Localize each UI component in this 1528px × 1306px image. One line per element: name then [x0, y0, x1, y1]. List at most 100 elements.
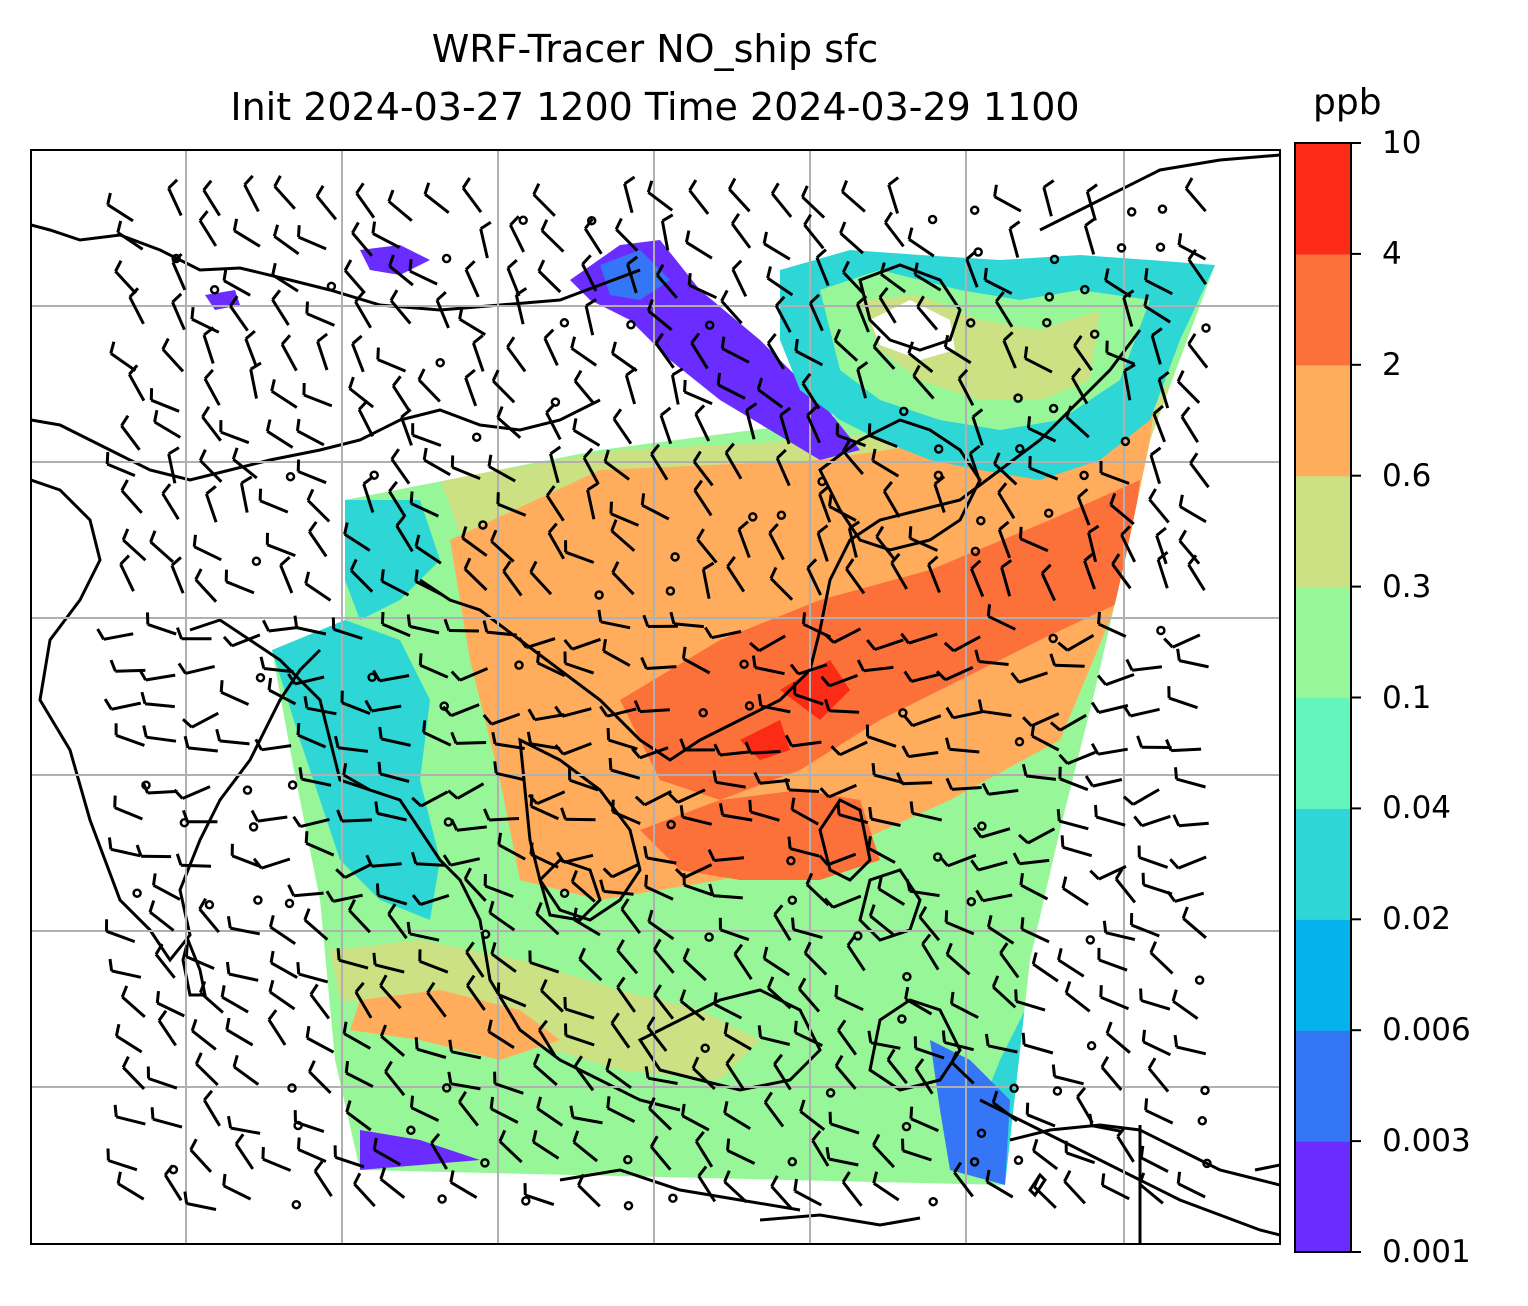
wind-barb	[965, 250, 979, 288]
wind-barb	[640, 493, 670, 521]
wind-barb	[1070, 367, 1089, 405]
wind-barb	[305, 301, 335, 327]
calm-circle	[284, 898, 295, 909]
wind-barb	[793, 1020, 823, 1047]
calm-circle	[478, 520, 488, 530]
wind-barb	[762, 231, 791, 261]
map-title: WRF-Tracer NO_ship sfc	[431, 27, 879, 71]
wind-barb	[170, 556, 185, 594]
wind-barb	[163, 1164, 183, 1202]
wind-barb	[1022, 712, 1060, 728]
wind-barb	[554, 742, 592, 756]
wind-barb	[465, 941, 485, 978]
wind-barb	[646, 298, 673, 331]
wind-barb	[907, 341, 934, 373]
wind-barb	[418, 653, 449, 679]
wind-barb	[198, 449, 223, 483]
wind-barb	[409, 1095, 440, 1122]
wind-barb	[219, 420, 250, 445]
wind-barb	[1097, 611, 1127, 638]
wind-barb	[974, 649, 1009, 666]
wind-barb	[983, 267, 1013, 295]
wind-barb	[120, 479, 143, 514]
colorbar-segment	[1295, 808, 1351, 920]
wind-barb	[1180, 406, 1199, 443]
wind-barb	[855, 294, 870, 333]
wind-barb	[372, 952, 405, 974]
wind-barb	[293, 1110, 325, 1134]
wind-barb	[693, 479, 713, 517]
wind-barb	[1120, 525, 1137, 563]
wind-barb	[720, 336, 750, 364]
wind-barb	[779, 406, 792, 445]
wind-barb	[1149, 941, 1174, 975]
wind-barb	[161, 337, 185, 373]
wind-barb	[646, 1016, 668, 1052]
calm-circle	[1194, 975, 1205, 985]
wind-barb	[794, 338, 824, 367]
wind-barb	[586, 482, 599, 520]
wind-barb	[1141, 872, 1173, 896]
field-east-sea	[930, 1040, 1010, 1185]
calm-circle	[902, 971, 912, 982]
wind-barb	[171, 292, 186, 331]
wind-barb	[527, 708, 565, 722]
wind-barb	[1169, 855, 1207, 870]
wind-barb	[224, 569, 255, 595]
wind-barb	[867, 1030, 901, 1050]
wind-barb	[644, 1066, 678, 1085]
wind-barb	[483, 808, 520, 822]
wind-barb	[146, 612, 177, 636]
colorbar-tick-label: 0.006	[1382, 1012, 1471, 1049]
calm-circle	[776, 510, 787, 521]
wind-barb	[921, 933, 940, 971]
wind-barb	[1018, 827, 1056, 845]
wind-barb	[1184, 177, 1207, 213]
wind-barb	[1111, 553, 1132, 590]
wind-barb	[229, 295, 249, 332]
wind-barb	[805, 872, 830, 907]
wind-barb	[789, 663, 828, 676]
wind-barb	[991, 975, 1017, 1009]
wind-barb	[121, 528, 147, 562]
wind-barb	[847, 520, 861, 558]
calm-circle	[521, 1196, 531, 1206]
wind-barb	[1167, 686, 1198, 710]
calm-circle	[899, 406, 909, 417]
wind-barb	[643, 845, 677, 865]
calm-circle	[744, 701, 755, 711]
wind-barb	[250, 809, 288, 823]
wind-barb	[1051, 1064, 1084, 1086]
wind-barb	[306, 488, 331, 523]
wind-barb	[1150, 327, 1163, 365]
calm-circle	[1201, 323, 1211, 333]
calm-circle	[623, 1155, 633, 1165]
wind-barb	[584, 298, 598, 336]
wind-barb	[655, 263, 678, 299]
wind-barb	[532, 1053, 558, 1087]
wind-barb	[302, 382, 333, 408]
wind-barb	[364, 699, 402, 713]
calm-circle	[969, 1157, 980, 1167]
wind-barb	[606, 1096, 636, 1123]
wind-barb	[418, 949, 449, 974]
wind-barb	[697, 1165, 717, 1203]
wind-barb	[380, 569, 410, 597]
wind-barb	[96, 628, 134, 641]
wind-barb	[157, 1009, 177, 1047]
wind-barb	[116, 1171, 145, 1201]
wind-barb	[654, 332, 675, 369]
wind-barb	[751, 655, 785, 676]
wind-barb	[539, 978, 564, 1013]
wind-barb	[879, 262, 907, 294]
wind-barb	[757, 693, 791, 714]
wind-barb	[354, 291, 372, 329]
wind-barb	[194, 568, 218, 603]
colorbar-segment	[1295, 253, 1351, 366]
wind-barb	[871, 448, 900, 478]
wind-barb	[1165, 739, 1202, 753]
calm-circle	[441, 1083, 452, 1093]
wind-barb	[769, 566, 794, 601]
wind-barb	[1181, 906, 1207, 939]
wind-barb	[167, 446, 180, 484]
